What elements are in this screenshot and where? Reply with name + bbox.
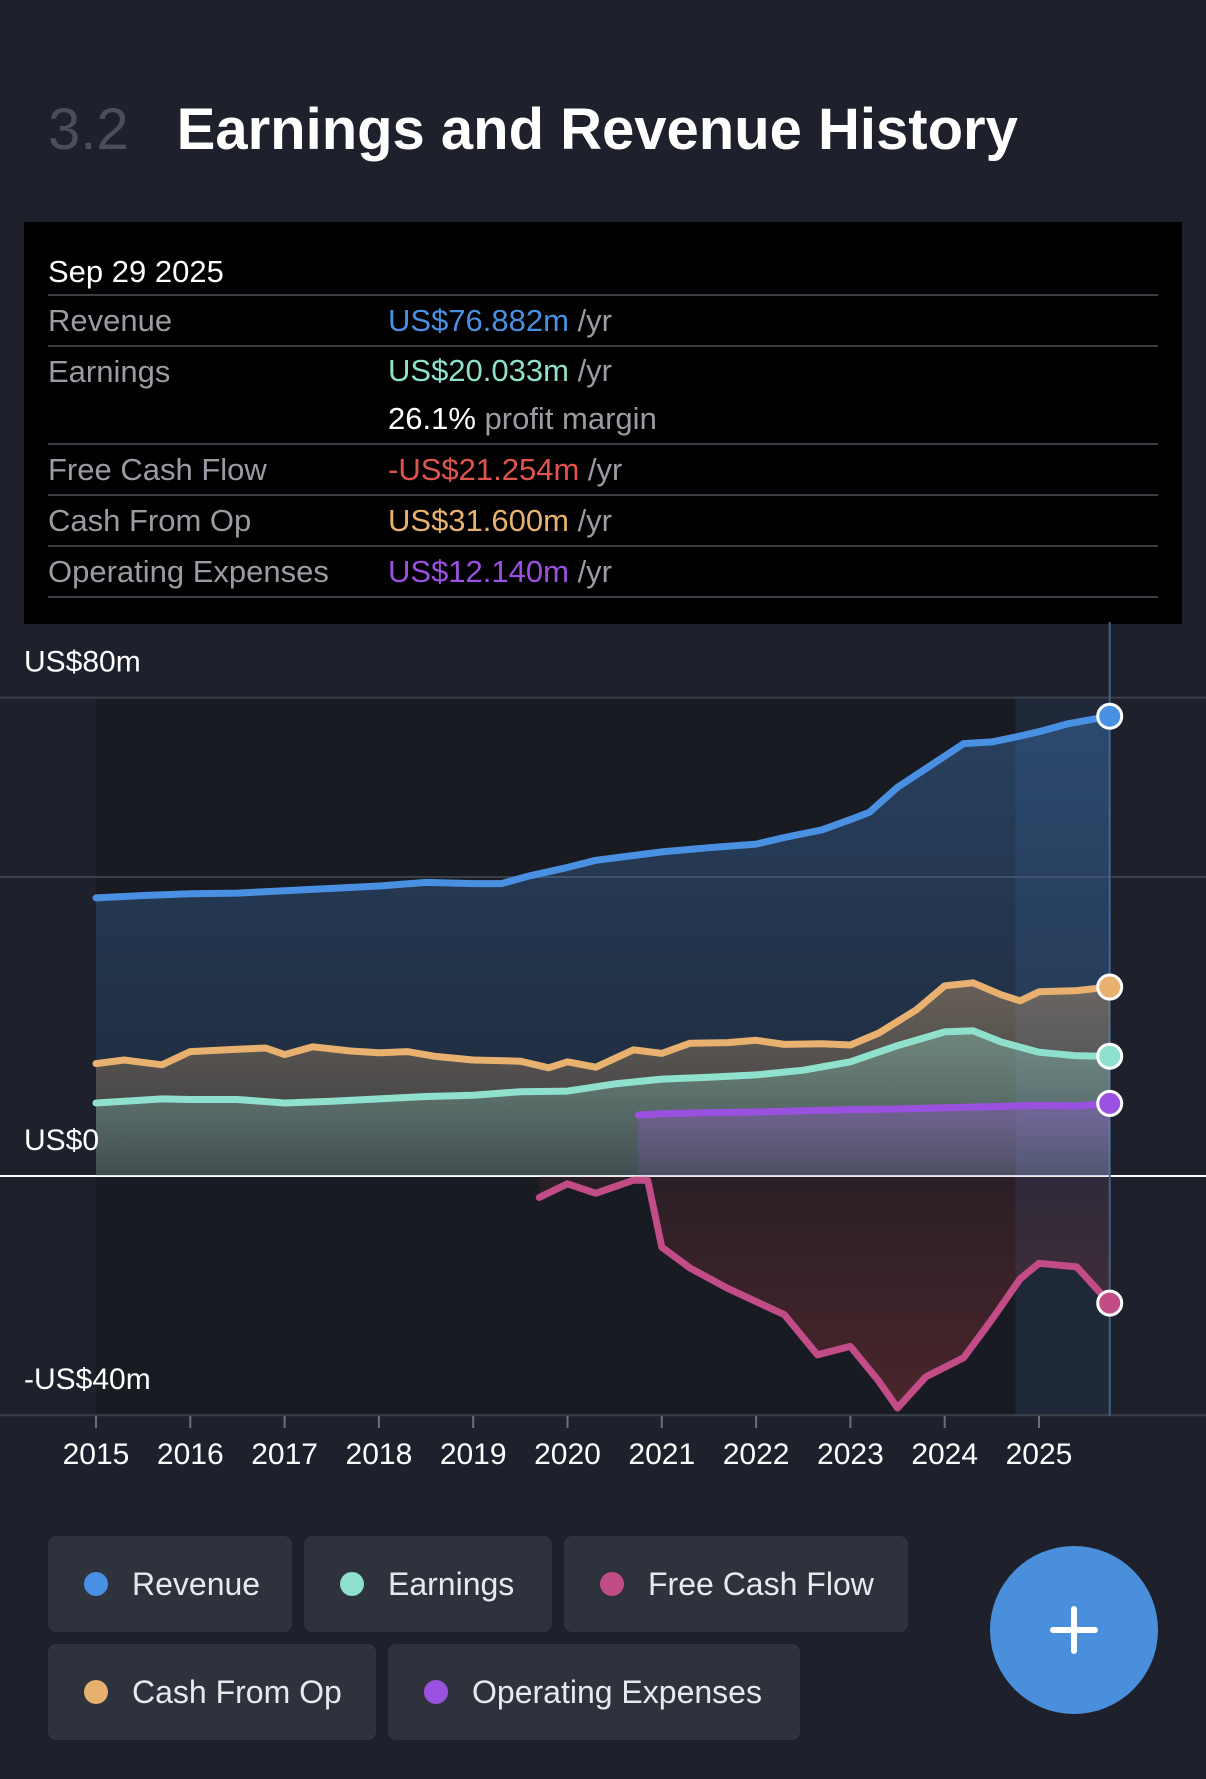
x-tick-label: 2016 [157,1438,224,1471]
tooltip-suffix: /yr [568,353,613,388]
plus-icon [1050,1606,1098,1654]
series-line-revenue [92,712,1114,902]
tooltip-value: US$76.882m [388,303,569,338]
tooltip-value: US$20.033m [388,353,569,388]
page-title: Earnings and Revenue History [176,97,1018,162]
add-button[interactable] [990,1546,1158,1714]
series-marker-revenue [1096,702,1124,730]
series-line-earnings [92,1027,1114,1107]
tooltip-label: Revenue [48,303,173,338]
legend-dot-icon [84,1680,108,1704]
legend-label: Earnings [388,1565,515,1602]
tooltip-label: Free Cash Flow [48,452,267,487]
chart-tooltip: Sep 29 2025 Revenue US$76.882m /yr Earni… [24,222,1182,624]
legend-label: Revenue [132,1565,261,1602]
tooltip-label: Earnings [48,354,171,389]
x-tick-label: 2022 [723,1438,790,1471]
earnings-revenue-chart[interactable]: US$80m US$0 -US$40m 2015 2016 2017 2018 2019 202… [0,600,1206,1500]
x-tick-label: 2025 [1006,1438,1073,1471]
tooltip-label: Operating Expenses [48,554,329,589]
tooltip-row-earnings: Earnings US$20.033m /yr 26.1% profit mar… [48,347,1158,445]
x-tick-label: 2023 [817,1438,884,1471]
legend-label: Free Cash Flow [648,1565,874,1602]
series-line-cfo [92,979,1114,1072]
legend-chip-opex[interactable]: Operating Expenses [388,1644,800,1740]
tooltip-value: US$12.140m [388,554,569,589]
y-tick-label: US$0 [24,1124,99,1157]
legend-label: Operating Expenses [472,1673,762,1710]
legend-dot-icon [340,1572,364,1596]
profit-margin-value: 26.1% [388,401,476,436]
y-tick-label: US$80m [24,646,141,679]
series-line-opex [634,1099,1114,1119]
section-number: 3.2 [48,97,129,162]
tooltip-suffix: /yr [568,303,613,338]
tooltip-row-fcf: Free Cash Flow -US$21.254m /yr [48,445,1158,496]
section-header: 3.2 Earnings and Revenue History [48,96,1018,163]
series-line-fcf [535,1176,1114,1412]
legend-label: Cash From Op [132,1673,342,1710]
tooltip-suffix: /yr [579,452,623,487]
series-marker-earnings [1096,1042,1124,1070]
legend-dot-icon [84,1572,108,1596]
tooltip-row-cfo: Cash From Op US$31.600m /yr [48,496,1158,547]
series-marker-fcf [1096,1289,1124,1317]
tooltip-suffix: /yr [568,503,613,538]
profit-margin-label: profit margin [475,401,657,436]
tooltip-date: Sep 29 2025 [48,222,1158,296]
legend-dot-icon [424,1680,448,1704]
legend-dot-icon [600,1572,624,1596]
legend-chip-cfo[interactable]: Cash From Op [48,1644,376,1740]
x-tick-label: 2018 [346,1438,413,1471]
tooltip-value: -US$21.254m [388,452,580,487]
x-tick-label: 2021 [628,1438,695,1471]
legend-chip-earnings[interactable]: Earnings [304,1536,552,1632]
x-tick-label: 2017 [251,1438,318,1471]
y-tick-label: -US$40m [24,1363,151,1396]
legend-chip-revenue[interactable]: Revenue [48,1536,292,1632]
x-tick-label: 2015 [63,1438,130,1471]
x-tick-label: 2019 [440,1438,507,1471]
tooltip-suffix: /yr [568,554,613,589]
x-tick-label: 2020 [534,1438,601,1471]
tooltip-row-revenue: Revenue US$76.882m /yr [48,296,1158,347]
tooltip-value: US$31.600m [388,503,569,538]
series-marker-opex [1096,1089,1124,1117]
series-marker-cfo [1096,973,1124,1001]
tooltip-label: Cash From Op [48,503,252,538]
series-area-opex [638,1103,1110,1176]
legend-chip-fcf[interactable]: Free Cash Flow [564,1536,908,1632]
tooltip-row-opex: Operating Expenses US$12.140m /yr [48,547,1158,598]
x-tick-label: 2024 [911,1438,978,1471]
